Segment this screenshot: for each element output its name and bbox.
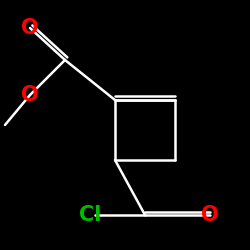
Text: O: O: [201, 205, 219, 225]
Text: Cl: Cl: [79, 205, 101, 225]
Text: O: O: [21, 85, 39, 105]
Text: O: O: [21, 18, 39, 38]
